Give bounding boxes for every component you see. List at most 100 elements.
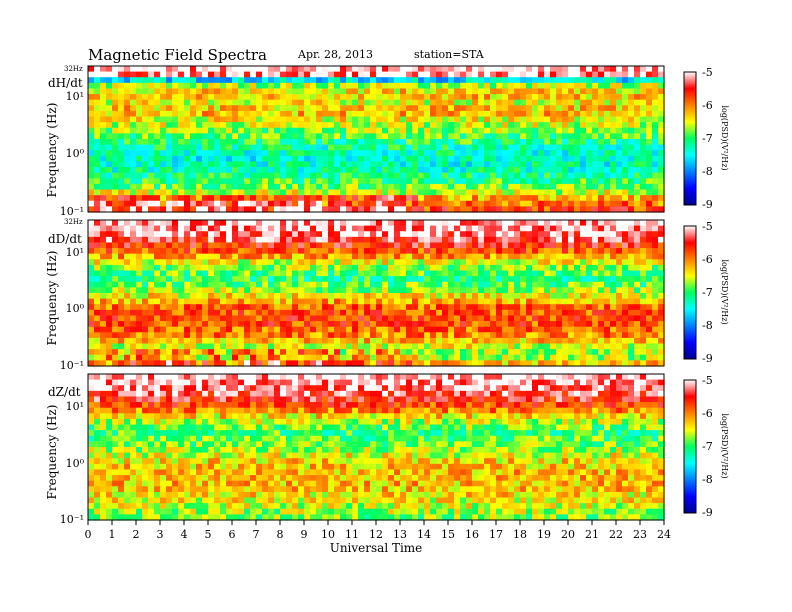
heatmap-cell xyxy=(448,195,455,202)
heatmap-cell xyxy=(160,270,167,277)
heatmap-cell xyxy=(586,343,593,350)
heatmap-cell xyxy=(448,354,455,361)
heatmap-cell xyxy=(154,155,161,163)
heatmap-cell xyxy=(418,248,425,255)
heatmap-cell xyxy=(490,287,497,294)
heatmap-cell xyxy=(424,349,431,356)
heatmap-cell xyxy=(118,332,125,339)
heatmap-cell xyxy=(208,155,215,163)
heatmap-cell xyxy=(622,225,629,232)
heatmap-cell xyxy=(280,354,287,361)
heatmap-cell xyxy=(652,276,659,283)
heatmap-cell xyxy=(382,326,389,333)
heatmap-cell xyxy=(538,337,545,345)
heatmap-cell xyxy=(316,225,323,232)
heatmap-cell xyxy=(88,231,95,238)
heatmap-cell xyxy=(658,298,665,305)
heatmap-cell xyxy=(310,155,317,163)
heatmap-cell xyxy=(586,321,593,328)
heatmap-cell xyxy=(316,82,323,90)
heatmap-cell xyxy=(532,161,539,168)
heatmap-cell xyxy=(562,242,569,249)
heatmap-cell xyxy=(334,206,341,213)
heatmap-cell xyxy=(550,253,557,260)
heatmap-cell xyxy=(262,139,269,146)
heatmap-cell xyxy=(274,139,281,146)
heatmap-cell xyxy=(280,82,287,90)
heatmap-cell xyxy=(106,220,113,227)
heatmap-cell xyxy=(532,281,539,288)
heatmap-cell xyxy=(394,225,401,232)
heatmap-cell xyxy=(256,349,263,356)
heatmap-cell xyxy=(436,139,443,146)
heatmap-cell xyxy=(484,231,491,238)
heatmap-cell xyxy=(118,360,125,367)
heatmap-cell xyxy=(562,105,569,112)
heatmap-cell xyxy=(598,66,605,73)
heatmap-cell xyxy=(322,264,329,272)
heatmap-cell xyxy=(124,287,131,294)
heatmap-cell xyxy=(646,172,653,179)
heatmap-cell xyxy=(112,264,119,272)
heatmap-cell xyxy=(148,99,155,106)
heatmap-cell xyxy=(604,281,611,288)
heatmap-cell xyxy=(172,77,179,84)
heatmap-cell xyxy=(544,66,551,73)
heatmap-cell xyxy=(298,144,305,151)
heatmap-cell xyxy=(268,281,275,288)
heatmap-cell xyxy=(412,94,419,101)
heatmap-cell xyxy=(178,133,185,140)
heatmap-cell xyxy=(208,259,215,266)
heatmap-cell xyxy=(502,298,509,305)
heatmap-cell xyxy=(220,337,227,345)
heatmap-cell xyxy=(598,304,605,311)
heatmap-cell xyxy=(388,276,395,283)
heatmap-cell xyxy=(106,293,113,300)
heatmap-cell xyxy=(646,287,653,294)
heatmap-cell xyxy=(292,236,299,244)
heatmap-cell xyxy=(568,236,575,244)
heatmap-cell xyxy=(274,122,281,129)
heatmap-cell xyxy=(172,71,179,78)
heatmap-cell xyxy=(310,88,317,95)
heatmap-cell xyxy=(316,155,323,163)
heatmap-cell xyxy=(526,281,533,288)
heatmap-cell xyxy=(580,105,587,112)
heatmap-cell xyxy=(556,88,563,95)
heatmap-cell xyxy=(322,139,329,146)
heatmap-cell xyxy=(466,287,473,294)
heatmap-cell xyxy=(346,200,353,207)
heatmap-cell xyxy=(274,236,281,244)
heatmap-cell xyxy=(424,270,431,277)
heatmap-cell xyxy=(118,88,125,95)
heatmap-cell xyxy=(400,99,407,106)
heatmap-cell xyxy=(628,270,635,277)
heatmap-cell xyxy=(286,349,293,356)
heatmap-cell xyxy=(256,167,263,174)
heatmap-cell xyxy=(112,183,119,191)
heatmap-cell xyxy=(232,287,239,294)
heatmap-cell xyxy=(358,259,365,266)
heatmap-cell xyxy=(526,167,533,174)
heatmap-cell xyxy=(526,150,533,157)
heatmap-cell xyxy=(436,253,443,260)
heatmap-cell xyxy=(538,332,545,339)
heatmap-cell xyxy=(394,189,401,196)
heatmap-cell xyxy=(178,337,185,345)
heatmap-cell xyxy=(334,337,341,345)
heatmap-cell xyxy=(136,253,143,260)
heatmap-cell xyxy=(616,200,623,207)
heatmap-cell xyxy=(310,178,317,185)
heatmap-cell xyxy=(418,287,425,294)
heatmap-cell xyxy=(592,253,599,260)
heatmap-cell xyxy=(472,287,479,294)
heatmap-cell xyxy=(238,88,245,95)
heatmap-cell xyxy=(202,349,209,356)
heatmap-cell xyxy=(94,82,101,90)
heatmap-cell xyxy=(310,189,317,196)
heatmap-cell xyxy=(346,178,353,185)
heatmap-cell xyxy=(424,206,431,213)
heatmap-cell xyxy=(586,287,593,294)
heatmap-cell xyxy=(418,332,425,339)
heatmap-cell xyxy=(184,206,191,213)
